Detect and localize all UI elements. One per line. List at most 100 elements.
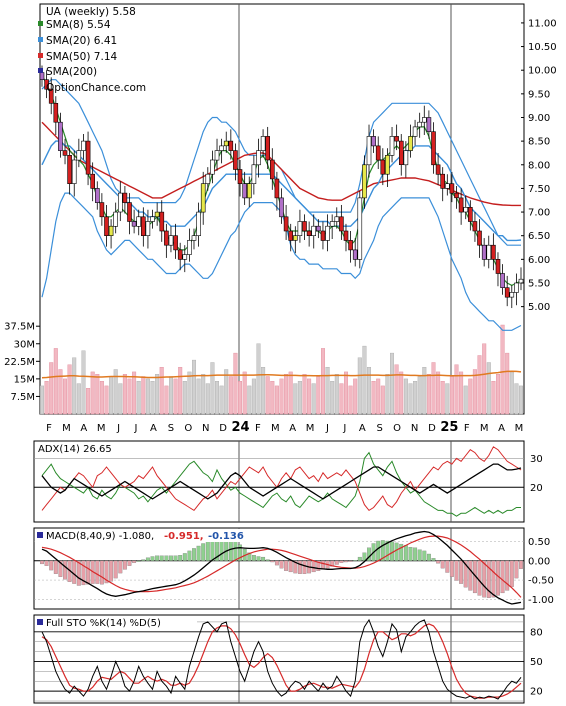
macd-histogram-bar [210,539,215,561]
stochastic-axis-ticks: 80 50 20 [530,627,543,697]
price-tick-label: 8.00 [528,160,550,171]
candle-body [491,244,496,260]
volume-bar [159,367,164,415]
legend-swatch-sma50 [38,53,43,58]
x-axis-month-label: D [219,423,227,434]
macd-histogram-bar [454,560,459,581]
candle-body [467,207,473,222]
candle-body [219,145,224,151]
macd-histogram-bar [247,552,252,561]
volume-tick-label: 7.5M [10,392,35,403]
candle-body [214,150,220,161]
candle-body [352,249,358,260]
volume-bar [49,362,54,415]
candle-body [481,244,487,260]
stochastic-title: Full STO %K(14) %D(5) [46,618,161,629]
volume-bar [136,381,141,415]
macd-histogram-bar [357,556,362,561]
macd-histogram-bar [164,555,169,561]
volume-bar [261,367,266,415]
x-axis-month-label: A [289,423,296,434]
macd-histogram-bar [127,560,132,566]
macd-histogram-value: -0.136 [208,531,244,542]
volume-bar [210,362,215,415]
volume-bar [284,374,289,415]
volume-bar [63,378,68,415]
volume-bar [58,369,63,415]
macd-histogram-bar [468,560,473,591]
candle-body [113,211,118,227]
candle-body [247,183,252,199]
macd-histogram-bar [58,560,63,577]
volume-sma-line [41,370,522,379]
candle-body [449,183,455,194]
volume-bar [463,385,468,415]
macd-line [41,530,522,605]
candle-body [141,216,146,237]
macd-histogram-bar [201,543,206,561]
macd-histogram-bar [413,547,418,561]
macd-histogram-bar [376,540,381,561]
macd-histogram-bar [459,560,464,584]
price-tick-label: 7.00 [528,208,550,219]
macd-histogram-bar [182,553,187,561]
candle-body [265,136,271,161]
candle-body [500,273,505,288]
x-axis-month-label: M [271,423,280,434]
volume-bar [288,371,293,415]
stochastic-d-line [41,623,522,699]
macd-histogram-bar [196,545,201,561]
candle-body [237,169,243,184]
x-axis-month-label: O [184,423,192,434]
volume-bar [339,383,344,415]
candle-body [159,211,165,232]
legend-sma50: SMA(50) 7.14 [46,51,117,63]
macd-histogram-bar [509,560,514,587]
candle-body [283,216,289,232]
x-axis-labels: F M A M J J A S O N D 24 F M A M J J A S O N D 25 F M A M [46,420,523,435]
macd-histogram-bar [261,556,266,561]
x-axis-month-label: M [62,423,71,434]
volume-tick-label: 22.5M [4,357,35,368]
candle-body [85,140,91,175]
volume-bar [228,376,233,415]
price-tick-label: 6.50 [528,231,550,242]
price-tick-label: 11.00 [528,18,557,29]
legend-swatch-sma8 [38,21,43,26]
candle-body [302,221,307,232]
macd-histogram-bar [440,560,445,569]
macd-histogram-bar [284,560,289,571]
volume-bar [413,381,418,415]
candle-body [518,278,524,284]
volume-bar [496,374,501,415]
candle-body [426,117,432,132]
candle-body [444,183,450,189]
price-tick-label: 9.00 [528,113,550,124]
candle-body [200,183,206,213]
macd-histogram-bar [113,560,118,579]
macd-histogram-bar [233,541,238,561]
volume-tick-label: 30M [14,339,35,350]
price-tick-label: 5.50 [528,278,550,289]
volume-bar [367,367,372,415]
volume-bar [509,371,514,415]
macd-tick-label: -0.50 [528,576,554,587]
macd-histogram-bar [169,555,173,561]
macd-histogram-bar [40,560,44,565]
volume-bar [67,364,72,415]
volume-bar [321,348,326,415]
adx-title: ADX(14) 26.65 [38,444,112,455]
x-axis-month-label: S [168,423,174,434]
volume-bar [118,383,123,415]
macd-legend-swatch [37,532,43,538]
x-axis-year-label: 25 [440,420,458,435]
volume-bar [454,364,459,415]
macd-histogram-bar [53,560,58,574]
macd-histogram-bar [408,547,413,561]
candle-body [95,188,100,203]
volume-bar [482,343,487,415]
macd-histogram-bar [178,555,183,561]
x-axis-month-label: M [306,423,315,434]
volume-bar [519,385,524,415]
